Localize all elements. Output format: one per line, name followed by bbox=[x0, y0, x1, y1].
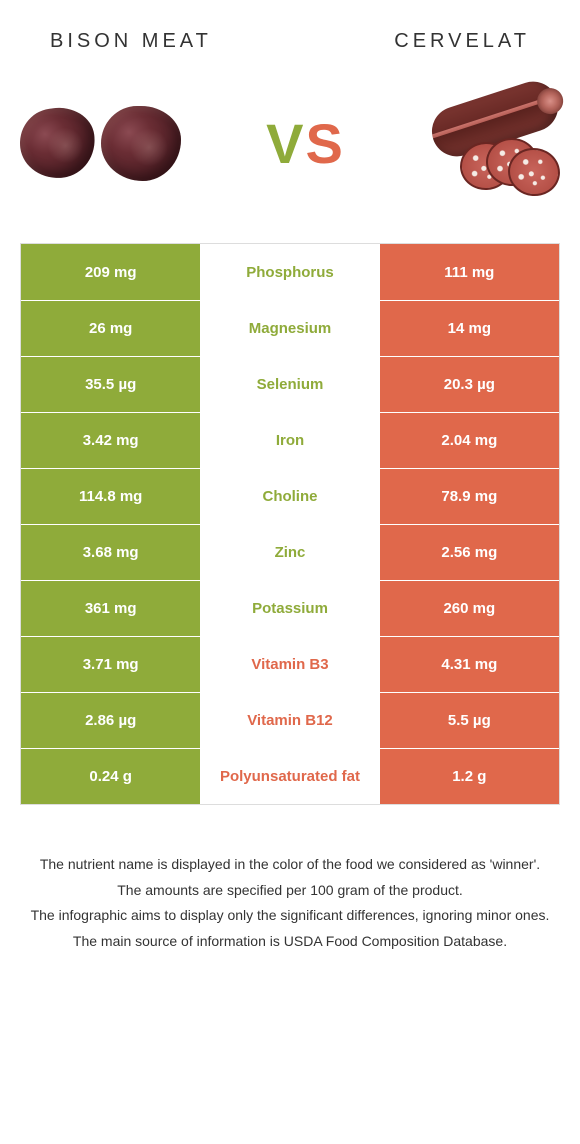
food1-title: BISON MEAT bbox=[50, 30, 212, 53]
cell-nutrient-name: Polyunsaturated fat bbox=[200, 749, 379, 804]
footer-line: The infographic aims to display only the… bbox=[30, 906, 550, 926]
cell-nutrient-name: Zinc bbox=[200, 525, 379, 580]
food1-image bbox=[20, 106, 181, 181]
cell-nutrient-name: Iron bbox=[200, 413, 379, 468]
sausage-slices-icon bbox=[460, 138, 560, 193]
footer-line: The nutrient name is displayed in the co… bbox=[30, 855, 550, 875]
table-row: 0.24 gPolyunsaturated fat1.2 g bbox=[21, 748, 559, 804]
cell-food1-value: 0.24 g bbox=[21, 749, 200, 804]
cell-nutrient-name: Selenium bbox=[200, 357, 379, 412]
cell-food1-value: 35.5 µg bbox=[21, 357, 200, 412]
cell-food1-value: 2.86 µg bbox=[21, 693, 200, 748]
vs-label: VS bbox=[266, 111, 345, 176]
vs-v: V bbox=[266, 112, 305, 175]
nutrient-table: 209 mgPhosphorus111 mg26 mgMagnesium14 m… bbox=[20, 243, 560, 805]
cell-food2-value: 260 mg bbox=[380, 581, 559, 636]
cell-food2-value: 5.5 µg bbox=[380, 693, 559, 748]
table-row: 3.68 mgZinc2.56 mg bbox=[21, 524, 559, 580]
cell-nutrient-name: Potassium bbox=[200, 581, 379, 636]
cell-food1-value: 26 mg bbox=[21, 301, 200, 356]
cell-food1-value: 3.71 mg bbox=[21, 637, 200, 692]
footer-notes: The nutrient name is displayed in the co… bbox=[30, 855, 550, 951]
table-row: 209 mgPhosphorus111 mg bbox=[21, 244, 559, 300]
bison-piece-icon bbox=[15, 103, 99, 183]
food2-title: CERVELAT bbox=[394, 30, 530, 53]
table-row: 26 mgMagnesium14 mg bbox=[21, 300, 559, 356]
images-row: VS bbox=[0, 63, 580, 243]
cell-nutrient-name: Phosphorus bbox=[200, 244, 379, 300]
bison-piece-icon bbox=[101, 106, 181, 181]
cell-food1-value: 209 mg bbox=[21, 244, 200, 300]
cell-nutrient-name: Choline bbox=[200, 469, 379, 524]
cell-food2-value: 20.3 µg bbox=[380, 357, 559, 412]
table-row: 3.71 mgVitamin B34.31 mg bbox=[21, 636, 559, 692]
header: BISON MEAT CERVELAT bbox=[0, 0, 580, 63]
cell-food1-value: 3.68 mg bbox=[21, 525, 200, 580]
cell-food1-value: 3.42 mg bbox=[21, 413, 200, 468]
cell-food2-value: 14 mg bbox=[380, 301, 559, 356]
cell-food1-value: 114.8 mg bbox=[21, 469, 200, 524]
footer-line: The main source of information is USDA F… bbox=[30, 932, 550, 952]
cell-food2-value: 2.04 mg bbox=[380, 413, 559, 468]
cell-food2-value: 1.2 g bbox=[380, 749, 559, 804]
table-row: 361 mgPotassium260 mg bbox=[21, 580, 559, 636]
table-row: 3.42 mgIron2.04 mg bbox=[21, 412, 559, 468]
cell-food2-value: 111 mg bbox=[380, 244, 559, 300]
cell-food1-value: 361 mg bbox=[21, 581, 200, 636]
food2-image bbox=[430, 94, 560, 193]
footer-line: The amounts are specified per 100 gram o… bbox=[30, 881, 550, 901]
table-row: 2.86 µgVitamin B125.5 µg bbox=[21, 692, 559, 748]
cell-food2-value: 2.56 mg bbox=[380, 525, 559, 580]
cell-nutrient-name: Vitamin B12 bbox=[200, 693, 379, 748]
vs-s: S bbox=[306, 112, 345, 175]
cell-food2-value: 78.9 mg bbox=[380, 469, 559, 524]
table-row: 114.8 mgCholine78.9 mg bbox=[21, 468, 559, 524]
cell-nutrient-name: Vitamin B3 bbox=[200, 637, 379, 692]
cell-food2-value: 4.31 mg bbox=[380, 637, 559, 692]
cell-nutrient-name: Magnesium bbox=[200, 301, 379, 356]
table-row: 35.5 µgSelenium20.3 µg bbox=[21, 356, 559, 412]
